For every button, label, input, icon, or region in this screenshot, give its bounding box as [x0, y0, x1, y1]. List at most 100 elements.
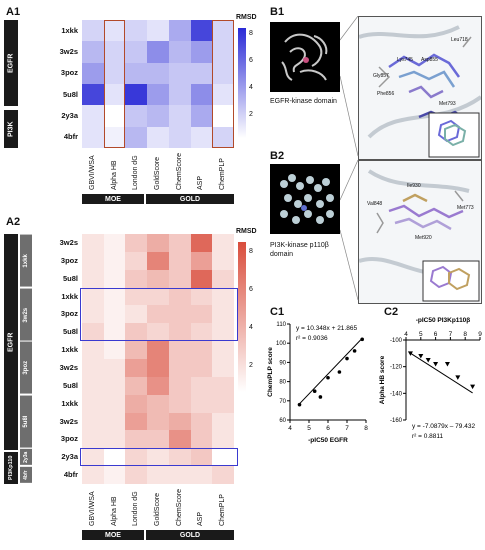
- x-axis-label: -pIC50 EGFR: [308, 437, 348, 444]
- heatmap-a2-cell: [212, 412, 235, 431]
- heatmap-a1-cell: [190, 84, 213, 106]
- heatmap-a1-cell: [212, 126, 235, 149]
- colorbar-a1: [238, 28, 246, 138]
- y-tick-label: -100: [390, 338, 403, 344]
- residue-phe856: Phe856: [377, 91, 395, 97]
- heatmap-a2-cell: [168, 376, 192, 396]
- heatmap-a1-cell: [168, 20, 192, 42]
- x-tick-label: 8: [463, 331, 467, 338]
- heatmap-a2-row-label: 5u8l: [62, 327, 78, 337]
- software-label-gold: GOLD: [146, 194, 234, 204]
- egfr-protein-image: [270, 22, 340, 92]
- fit-line: [410, 352, 473, 394]
- heatmap-a2-cell: [190, 394, 213, 414]
- heatmap-a2-column-label: ASP: [197, 511, 205, 526]
- heatmap-a2-cell: [103, 359, 126, 378]
- heatmap-a2-row-label: 1xkk: [61, 345, 78, 355]
- heatmap-a1-cell: [147, 126, 170, 149]
- fit-equation: y = 10.348x + 21.865: [296, 325, 357, 332]
- group-label-egfr: EGFR: [4, 20, 18, 106]
- b1-zoom-lines: [340, 16, 359, 157]
- software-label-moe-a2: MOE: [82, 530, 144, 540]
- b2-zoom-lines: [340, 160, 359, 301]
- heatmap-a2-cell: [125, 359, 148, 378]
- heatmap-a2-cell: [190, 376, 213, 396]
- heatmap-a2-cell: [147, 305, 170, 324]
- heatmap-a2-grid: [80, 234, 238, 485]
- heatmap-a2-cell: [147, 234, 170, 253]
- colorbar-a1-tick: 4: [249, 84, 253, 91]
- y-tick-label: -160: [390, 418, 403, 424]
- x-tick-label: 8: [364, 425, 368, 432]
- panel-label-a2: A2: [6, 216, 21, 228]
- heatmap-a1-cell: [125, 105, 148, 128]
- heatmap-a2-cell: [168, 394, 192, 414]
- heatmap-a2-cell: [147, 269, 170, 289]
- colorbar-a1-tick: 2: [249, 111, 253, 118]
- data-point: [345, 356, 349, 361]
- colorbar-a2-title: RMSD: [236, 228, 257, 235]
- software-label-gold-a2: GOLD: [146, 530, 234, 540]
- heatmap-a2-column-label: ChemPLP: [219, 494, 227, 526]
- heatmap-a1-cell: [82, 62, 105, 85]
- panel-label-b2: B2: [270, 150, 285, 162]
- panel-label-c1: C1: [270, 306, 285, 318]
- heatmap-a2-cell: [168, 359, 192, 378]
- heatmap-a2-column-label: GBVI/WSA: [88, 491, 96, 526]
- colorbar-a2: [238, 242, 246, 392]
- heatmap-a2-cell: [103, 430, 126, 449]
- heatmap-a1-cell: [147, 62, 170, 85]
- x-tick-label: 5: [419, 331, 423, 338]
- heatmap-a2-cell: [168, 412, 192, 431]
- heatmap-a2-cell: [103, 466, 126, 485]
- heatmap-a2-ligand-group: 5u8l: [20, 395, 32, 448]
- heatmap-a2-cell: [103, 448, 126, 467]
- fit-equation: y = -7.0879x – 79.432: [412, 423, 475, 430]
- x-tick-label: 7: [345, 425, 349, 432]
- x-tick-label: 7: [449, 331, 453, 338]
- heatmap-a2-cell: [103, 234, 126, 253]
- heatmap-a1-column-label: ChemScore: [175, 153, 183, 190]
- heatmap-a1-highlight-box: [103, 20, 126, 148]
- heatmap-a1-column-label: Alpha HB: [110, 160, 118, 190]
- heatmap-a2-column-label: ChemScore: [175, 489, 183, 526]
- heatmap-a2-row-label: 1xkk: [61, 398, 78, 408]
- colorbar-a1-tick: 6: [249, 57, 253, 64]
- heatmap-a2-cell: [82, 430, 105, 449]
- heatmap-a2-cell: [147, 341, 170, 360]
- heatmap-a1-cell: [212, 41, 235, 64]
- heatmap-a2-cell: [212, 466, 235, 485]
- heatmap-a1-grid: [82, 20, 235, 149]
- heatmap-a2-cell: [168, 305, 192, 324]
- heatmap-a2-cell: [147, 394, 170, 414]
- data-point: [444, 362, 450, 367]
- heatmap-a2-ligand-group: 1xkk: [20, 235, 32, 287]
- heatmap-a1-row-label: 3w2s: [59, 47, 78, 56]
- heatmap-a2-row-label: 3poz: [60, 434, 78, 444]
- heatmap-a1-cell: [190, 62, 213, 85]
- heatmap-a2-cell: [212, 287, 235, 306]
- heatmap-a2-column-label: London dG: [132, 491, 140, 526]
- heatmap-a1-cell: [103, 105, 126, 128]
- y-tick-label: 100: [276, 341, 287, 347]
- x-tick-label: 5: [307, 425, 311, 432]
- heatmap-a1-cell: [168, 41, 192, 64]
- heatmap-a2-cell: [168, 234, 192, 253]
- heatmap-a2-cell: [212, 305, 235, 324]
- heatmap-a2-cell: [103, 323, 126, 342]
- heatmap-a2-cell: [190, 448, 213, 467]
- data-point: [470, 384, 476, 390]
- heatmap-a2-cell: [103, 287, 126, 306]
- x-tick-label: 9: [478, 331, 482, 338]
- heatmap-a2-cell: [147, 466, 170, 485]
- data-point: [418, 354, 424, 359]
- heatmap-a2-cell: [82, 448, 105, 467]
- heatmap-a2-cell: [168, 323, 192, 342]
- y-tick-label: 60: [279, 418, 286, 424]
- heatmap-a2-cell: [82, 359, 105, 378]
- heatmap-a2-cell: [212, 359, 235, 378]
- fit-line: [299, 337, 363, 405]
- heatmap-a2-cell: [103, 341, 126, 360]
- residue-met920: Met920: [415, 235, 432, 241]
